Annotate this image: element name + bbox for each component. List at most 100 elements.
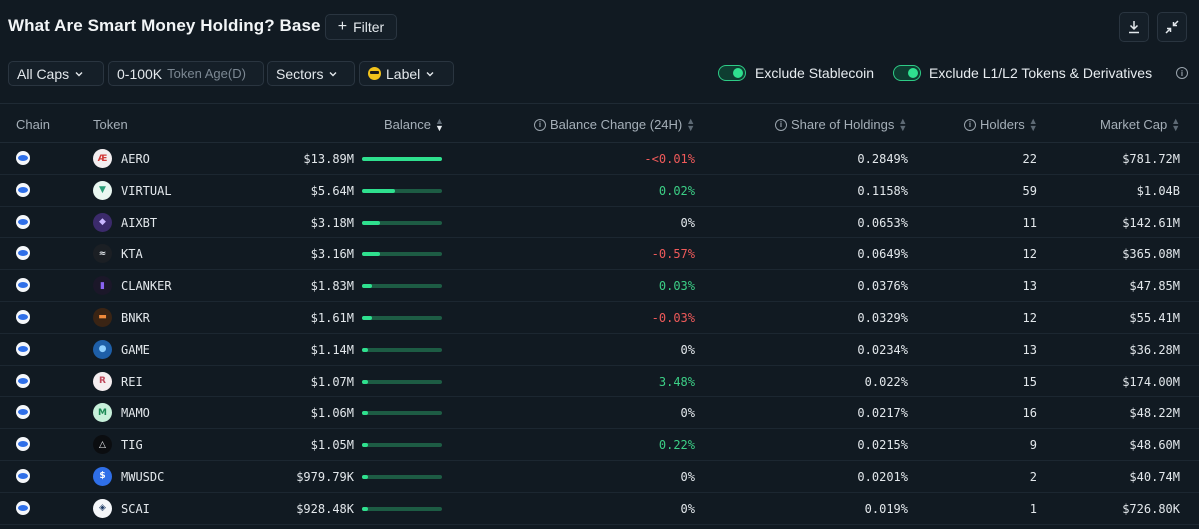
- column-holders-label: Holders: [980, 117, 1025, 132]
- collapse-button[interactable]: [1157, 12, 1187, 42]
- balance-value: $3.18M: [310, 215, 354, 230]
- column-token-label: Token: [93, 117, 128, 132]
- download-button[interactable]: [1119, 12, 1149, 42]
- token-name[interactable]: CLANKER: [121, 279, 172, 294]
- table-header: Chain Token Balance ▲ ▼ i Balance Change …: [0, 103, 1199, 143]
- market-cap-value: $142.61M: [1122, 215, 1180, 230]
- exclude-stablecoin-toggle[interactable]: [718, 65, 746, 81]
- balance-bar: [362, 474, 442, 479]
- holders-value: 22: [1022, 152, 1037, 166]
- table-row[interactable]: △ TIG $1.05M 0.22% 0.0215% 9 $48.60M: [0, 429, 1199, 461]
- balance-value: $979.79K: [296, 469, 354, 484]
- holders-value: 11: [1022, 215, 1037, 230]
- token-name[interactable]: MWUSDC: [121, 469, 165, 484]
- column-balance-label: Balance: [384, 117, 431, 132]
- column-holders[interactable]: i Holders ▲ ▼: [964, 116, 1038, 132]
- table-row[interactable]: ▬ BNKR $1.61M -0.03% 0.0329% 12 $55.41M: [0, 302, 1199, 334]
- balance-value: $928.48K: [296, 501, 354, 516]
- column-share[interactable]: i Share of Holdings ▲ ▼: [775, 115, 908, 133]
- sort-icon: ▲ ▼: [898, 115, 908, 133]
- balance-bar: [362, 315, 442, 320]
- table-row[interactable]: ≈ KTA $3.16M -0.57% 0.0649% 12 $365.08M: [0, 238, 1199, 271]
- caps-dropdown[interactable]: All Caps: [8, 61, 104, 86]
- exclude-l1l2-toggle[interactable]: [893, 65, 921, 81]
- balance-value: $1.05M: [310, 438, 354, 453]
- column-share-label: Share of Holdings: [791, 117, 895, 132]
- mamo-icon: M: [93, 403, 112, 423]
- balance-change-value: 0%: [680, 406, 695, 421]
- aixbt-icon: ◆: [93, 212, 112, 232]
- market-cap-value: $36.28M: [1129, 342, 1180, 357]
- balance-bar-fill: [362, 220, 380, 225]
- holders-value: 2: [1029, 469, 1037, 484]
- token-name[interactable]: REI: [121, 374, 143, 389]
- table-row[interactable]: $ MWUSDC $979.79K 0% 0.0201% 2 $40.74M: [0, 461, 1199, 493]
- token-age-filter[interactable]: 0-100K Token Age(D): [108, 61, 264, 86]
- balance-bar: [362, 252, 442, 257]
- column-market-cap[interactable]: Market Cap ▲ ▼: [1100, 115, 1181, 133]
- base-chain-icon: [16, 246, 30, 261]
- balance-bar-fill: [362, 252, 380, 257]
- base-chain-icon: [16, 341, 30, 356]
- collapse-icon: [1165, 20, 1179, 34]
- base-chain-icon: [16, 500, 30, 515]
- table-row[interactable]: ▮ CLANKER $1.83M 0.03% 0.0376% 13 $47.85…: [0, 270, 1199, 302]
- exclude-l1l2-label: Exclude L1/L2 Tokens & Derivatives: [929, 65, 1153, 81]
- base-chain-icon: [16, 468, 30, 483]
- balance-bar: [362, 347, 442, 352]
- balance-bar: [362, 157, 442, 161]
- token-name[interactable]: BNKR: [121, 310, 150, 325]
- token-name[interactable]: VIRTUAL: [121, 183, 172, 198]
- token-name[interactable]: AERO: [121, 152, 150, 166]
- market-cap-value: $365.08M: [1122, 247, 1180, 262]
- label-dropdown[interactable]: Label: [359, 61, 454, 86]
- base-chain-icon: [16, 182, 30, 197]
- table-row[interactable]: M MAMO $1.06M 0% 0.0217% 16 $48.22M: [0, 397, 1199, 430]
- column-balance-change[interactable]: i Balance Change (24H) ▲ ▼: [534, 116, 695, 132]
- token-name[interactable]: SCAI: [121, 501, 150, 516]
- scai-icon: ◈: [93, 498, 112, 518]
- market-cap-value: $781.72M: [1122, 152, 1180, 166]
- token-name[interactable]: TIG: [121, 438, 143, 453]
- market-cap-value: $48.22M: [1129, 406, 1180, 421]
- table-row[interactable]: ▼ VIRTUAL $5.64M 0.02% 0.1158% 59 $1.04B: [0, 175, 1199, 207]
- token-name[interactable]: MAMO: [121, 406, 150, 421]
- rei-icon: R: [93, 371, 112, 391]
- holders-value: 13: [1022, 342, 1037, 357]
- token-name[interactable]: AIXBT: [121, 215, 158, 230]
- label-dropdown-label: Label: [386, 65, 421, 82]
- table-row[interactable]: Æ AERO $13.89M -<0.01% 0.2849% 22 $781.7…: [0, 143, 1199, 175]
- balance-bar-fill: [362, 157, 442, 161]
- token-name[interactable]: GAME: [121, 342, 150, 357]
- token-name[interactable]: KTA: [121, 247, 143, 262]
- table-row[interactable]: R REI $1.07M 3.48% 0.022% 15 $174.00M: [0, 366, 1199, 398]
- table-row[interactable]: ● GAME $1.14M 0% 0.0234% 13 $36.28M: [0, 334, 1199, 366]
- balance-change-value: 0%: [680, 215, 695, 230]
- market-cap-value: $47.85M: [1129, 279, 1180, 294]
- balance-change-value: 0.22%: [658, 438, 695, 453]
- holders-value: 16: [1022, 406, 1037, 421]
- balance-bar-fill: [362, 443, 368, 448]
- table-row[interactable]: ◈ SCAI $928.48K 0% 0.019% 1 $726.80K: [0, 493, 1199, 525]
- sectors-dropdown[interactable]: Sectors: [267, 61, 355, 86]
- balance-bar: [362, 379, 442, 384]
- filter-button[interactable]: + Filter: [325, 14, 397, 40]
- balance-bar: [362, 188, 442, 193]
- game-icon: ●: [93, 339, 112, 359]
- column-balance[interactable]: Balance ▲ ▼: [384, 116, 444, 132]
- table-row[interactable]: ◆ AIXBT $3.18M 0% 0.0653% 11 $142.61M: [0, 207, 1199, 239]
- market-cap-value: $174.00M: [1122, 374, 1180, 389]
- base-chain-icon: [16, 373, 30, 388]
- mwusdc-icon: $: [93, 466, 112, 486]
- chevron-down-icon: [426, 71, 434, 76]
- info-icon[interactable]: i: [1176, 67, 1188, 79]
- balance-bar: [362, 411, 442, 416]
- holders-value: 12: [1022, 247, 1037, 262]
- info-icon: i: [534, 118, 546, 131]
- sectors-dropdown-label: Sectors: [276, 65, 324, 82]
- info-icon: i: [775, 118, 787, 131]
- share-value: 0.0215%: [857, 438, 908, 453]
- holders-value: 13: [1022, 279, 1037, 294]
- sort-icon: ▲ ▼: [1171, 115, 1181, 133]
- balance-bar: [362, 443, 442, 448]
